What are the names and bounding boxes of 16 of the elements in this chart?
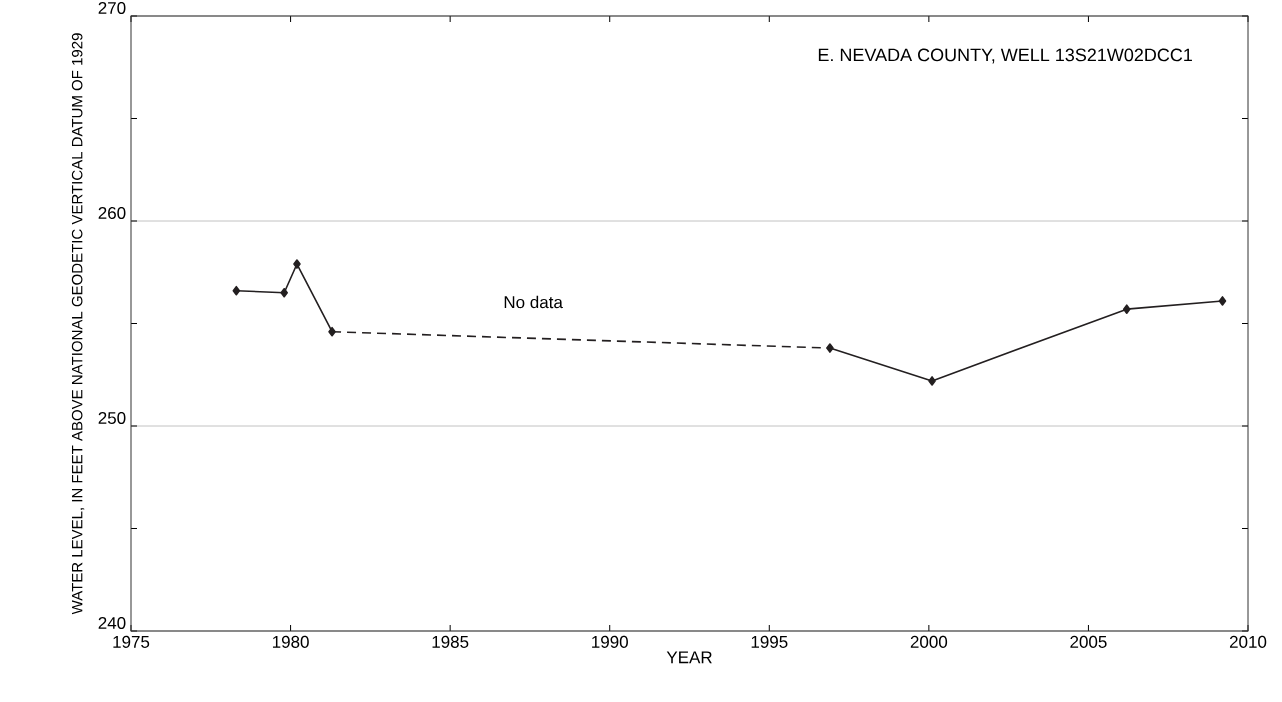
x-tick-label: 1995 bbox=[751, 635, 788, 648]
y-axis-title: WATER LEVEL, IN FEET ABOVE NATIONAL GEODETIC VERTICAL DATUM OF 1929 bbox=[71, 33, 85, 615]
annotation: E. NEVADA COUNTY, WELL 13S21W02DCC1 bbox=[818, 48, 1192, 64]
x-axis-title: YEAR bbox=[666, 651, 712, 664]
y-tick-label: 270 bbox=[98, 1, 126, 15]
y-tick-label: 250 bbox=[98, 411, 126, 425]
x-tick-label: 2000 bbox=[910, 635, 948, 648]
x-tick-label: 1975 bbox=[113, 635, 150, 648]
annotation: No data bbox=[504, 295, 563, 309]
y-tick-label: 260 bbox=[98, 206, 126, 220]
x-tick-label: 2005 bbox=[1070, 635, 1107, 648]
x-tick-label: 1980 bbox=[272, 635, 309, 648]
y-tick-label: 240 bbox=[98, 616, 126, 630]
x-tick-label: 1990 bbox=[592, 635, 628, 648]
x-tick-label: 1985 bbox=[432, 635, 469, 648]
x-tick-label: 2010 bbox=[1229, 635, 1267, 648]
